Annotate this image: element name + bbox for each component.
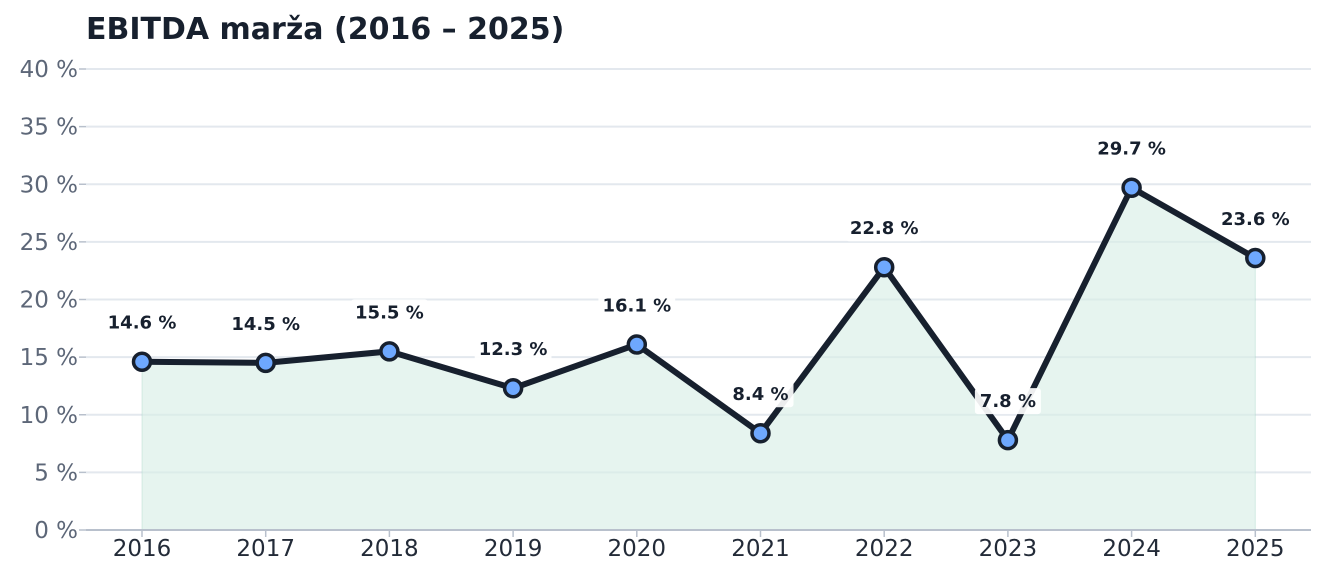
data-label-background [1093,135,1170,162]
data-label: 8.4 % [732,384,788,405]
data-label: 23.6 % [1221,209,1290,230]
data-point[interactable] [750,422,771,444]
data-label-background [974,388,1041,415]
x-tick-label: 2020 [608,536,667,562]
data-label-background [103,309,181,336]
data-label-background [227,310,305,337]
y-tick-label: 20 % [20,288,78,314]
data-label: 7.8 % [980,391,1036,412]
data-label-background [1216,206,1294,233]
x-tick-label: 2025 [1226,536,1285,562]
y-tick-label: 40 % [20,57,78,83]
data-label-background [845,215,923,242]
data-point[interactable] [873,256,895,278]
data-points [131,177,1266,451]
x-tick-label: 2024 [1102,536,1161,562]
data-label: 29.7 % [1097,139,1166,160]
data-label: 16.1 % [602,295,671,316]
data-label: 22.8 % [850,218,919,239]
x-tick-label: 2023 [979,536,1038,562]
x-tick-label: 2021 [731,536,790,562]
y-tick-label: 25 % [20,230,78,256]
chart-title: EBITDA marža (2016 – 2025) [86,12,564,47]
series-line-path [139,184,1259,444]
x-tick-label: 2016 [113,536,172,562]
data-point[interactable] [997,429,1019,451]
x-tick-label: 2017 [236,536,295,562]
series-line [139,184,1259,444]
y-tick-label: 15 % [20,345,78,371]
x-tick-label: 2022 [855,536,914,562]
y-tick-label: 0 % [34,518,78,544]
y-tick-label: 5 % [34,460,78,486]
data-label-background [727,381,794,408]
data-point[interactable] [502,377,524,399]
data-point[interactable] [626,334,648,355]
data-label: 14.5 % [231,314,300,335]
y-tick-label: 30 % [20,172,78,198]
x-tick-label: 2019 [484,536,543,562]
data-point[interactable] [255,352,276,374]
data-label-background [474,336,552,363]
data-labels: 14.6 % 14.5 % 15.5 % 12.3 % 16.1 % 8.4 % 22.8 … [103,135,1294,415]
data-point[interactable] [1121,177,1142,198]
data-label: 14.6 % [108,313,177,334]
data-label-background [351,299,428,326]
data-label: 12.3 % [479,339,548,360]
x-tick-label: 2018 [360,536,419,562]
y-tick-label: 35 % [20,115,78,141]
data-label: 15.5 % [355,302,424,323]
data-point[interactable] [379,341,400,362]
axes: 0 % 5 % 10 % 15 % 20 % 25 % 30 % 35 % 40 % 2016 20… [20,57,1311,562]
data-point[interactable] [131,351,153,372]
data-point[interactable] [1245,247,1266,269]
y-tick-label: 10 % [20,403,78,429]
data-label-background [598,292,676,319]
